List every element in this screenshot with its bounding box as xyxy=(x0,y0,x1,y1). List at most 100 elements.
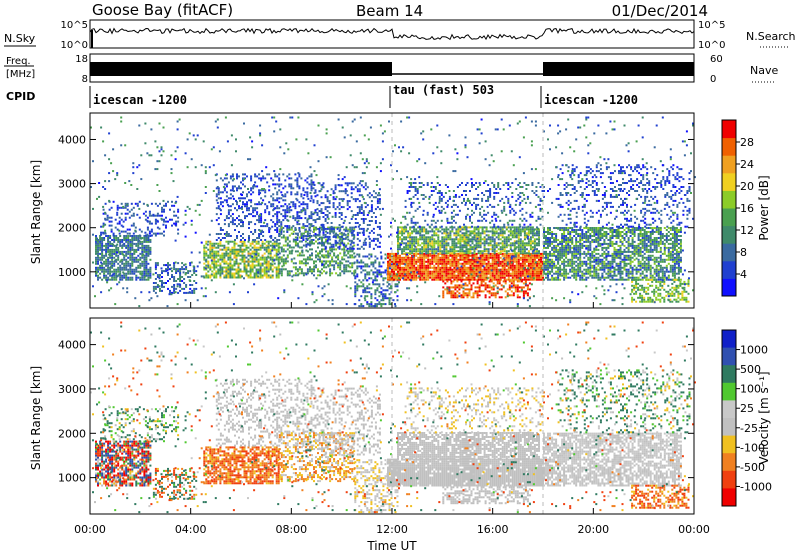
power-cell xyxy=(507,268,510,271)
power-cell xyxy=(505,256,508,259)
power-cell xyxy=(527,258,530,261)
power-cell xyxy=(437,256,440,259)
power-cell xyxy=(431,276,434,279)
power-cell xyxy=(459,248,462,251)
power-cell xyxy=(292,217,295,220)
power-cell xyxy=(292,266,295,269)
power-cell xyxy=(331,272,334,275)
power-cell xyxy=(352,188,355,191)
power-cell xyxy=(148,220,151,223)
power-cell xyxy=(315,236,317,239)
power-cell xyxy=(304,262,307,265)
power-cell xyxy=(278,185,281,188)
power-cell xyxy=(219,266,222,269)
power-cell xyxy=(263,246,266,249)
power-cell xyxy=(476,282,479,285)
power-cell xyxy=(469,240,472,243)
power-cell xyxy=(276,231,279,233)
power-cell xyxy=(263,266,266,269)
power-cell xyxy=(433,266,436,269)
power-cell xyxy=(430,219,433,222)
power-cell xyxy=(265,246,268,249)
power-cell xyxy=(493,248,496,251)
power-cell xyxy=(521,268,524,271)
power-cell xyxy=(266,173,269,176)
power-cell xyxy=(519,234,522,237)
power-cell xyxy=(209,240,212,243)
power-cell xyxy=(475,242,478,245)
power-cell xyxy=(360,227,363,230)
power-cell xyxy=(358,239,361,242)
power-cell xyxy=(308,223,311,226)
power-cell xyxy=(397,260,399,263)
power-cell xyxy=(499,272,502,275)
power-cell xyxy=(143,272,146,275)
power-cell xyxy=(246,209,248,212)
power-cell xyxy=(143,262,146,265)
power-cell xyxy=(107,237,110,239)
power-cell xyxy=(513,260,516,263)
power-cell xyxy=(349,228,352,231)
power-cell xyxy=(419,228,422,231)
power-cell xyxy=(315,256,317,259)
power-cell xyxy=(350,241,353,244)
power-cell xyxy=(491,262,494,265)
power-cell xyxy=(469,264,472,267)
power-cell xyxy=(443,232,446,235)
power-cell xyxy=(516,286,519,289)
power-cell xyxy=(345,266,348,269)
power-cell xyxy=(120,212,123,215)
power-cell xyxy=(417,248,420,251)
power-cell xyxy=(425,246,428,249)
power-cell xyxy=(389,270,391,273)
power-cell xyxy=(322,216,325,218)
power-cell xyxy=(327,250,330,253)
power-cell xyxy=(443,278,446,281)
power-cell xyxy=(399,242,401,245)
power-cell xyxy=(154,291,157,294)
power-cell xyxy=(519,272,522,275)
power-cell xyxy=(421,234,424,237)
power-cell xyxy=(277,256,280,259)
power-cell xyxy=(448,292,451,295)
power-cell xyxy=(440,197,443,200)
power-cell xyxy=(187,291,190,294)
power-cell xyxy=(393,266,395,269)
power-cell xyxy=(183,287,186,290)
power-cell xyxy=(326,206,329,209)
power-cell xyxy=(268,189,271,192)
power-cell xyxy=(399,262,401,265)
power-cell xyxy=(272,199,275,202)
power-cell xyxy=(258,193,261,196)
power-cell xyxy=(519,268,522,271)
power-cell xyxy=(533,278,536,281)
power-cell xyxy=(484,284,487,287)
power-cell xyxy=(286,231,289,233)
power-cell xyxy=(407,274,410,277)
power-cell xyxy=(264,195,267,198)
power-cell xyxy=(479,278,482,281)
power-cell xyxy=(461,258,464,261)
power-cell xyxy=(519,230,522,233)
power-cell xyxy=(300,246,303,249)
power-cell xyxy=(376,200,379,203)
power-cell xyxy=(203,262,206,265)
power-cell xyxy=(342,233,345,236)
power-cell xyxy=(407,260,410,263)
power-cell xyxy=(457,230,460,233)
power-cell xyxy=(441,240,444,243)
power-cell xyxy=(446,290,449,293)
power-cell xyxy=(118,220,121,223)
power-cell xyxy=(143,278,146,281)
power-cell xyxy=(229,266,232,269)
power-cell xyxy=(430,223,433,226)
power-cell xyxy=(397,226,399,229)
power-cell xyxy=(326,214,329,216)
power-cell xyxy=(108,220,111,223)
power-cell xyxy=(393,270,395,273)
power-cell xyxy=(203,246,206,249)
power-cell xyxy=(223,262,226,265)
power-cell xyxy=(505,264,508,267)
power-cell xyxy=(121,246,124,249)
power-cell xyxy=(249,256,252,259)
